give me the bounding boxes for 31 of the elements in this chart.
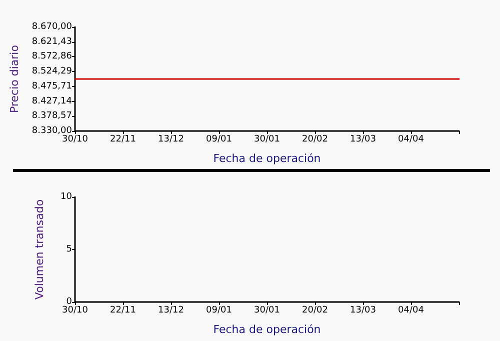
x-tick-label: 13/12 <box>158 306 184 316</box>
x-tick-label: 13/12 <box>158 134 184 144</box>
x-tick-label: 09/01 <box>206 306 232 316</box>
y-tick-label: 8.330,00 <box>32 126 72 136</box>
x-tick-label: 20/02 <box>302 134 328 144</box>
x-axis-title: Fecha de operación <box>213 152 321 165</box>
x-tick-label: 04/04 <box>398 306 424 316</box>
x-tick-label: 30/10 <box>62 306 88 316</box>
x-tick-label: 09/01 <box>206 134 232 144</box>
x-tick-label: 20/02 <box>302 306 328 316</box>
y-tick-label: 8.427,14 <box>32 96 72 106</box>
x-axis-title: Fecha de operación <box>213 323 321 336</box>
y-tick-label: 5 <box>66 244 72 254</box>
y-tick-label: 8.378,57 <box>32 111 72 122</box>
x-tick-label: 30/01 <box>254 134 280 144</box>
x-tick-label: 22/11 <box>110 134 136 144</box>
y-tick-label: 0 <box>66 297 72 307</box>
x-tick-label: 30/01 <box>254 306 280 316</box>
x-tick-label: 30/10 <box>62 134 88 144</box>
y-tick-label: 10 <box>60 192 72 202</box>
x-tick-label: 22/11 <box>110 306 136 316</box>
y-tick-label: 8.475,71 <box>32 81 72 92</box>
x-tick-label: 04/04 <box>398 134 424 144</box>
y-tick-label: 8.572,86 <box>32 52 72 62</box>
y-tick-label: 8.621,43 <box>32 36 72 47</box>
y-axis-title: Volumen transado <box>33 199 46 300</box>
x-tick-label: 13/03 <box>350 306 376 316</box>
x-tick-label: 13/03 <box>350 134 376 144</box>
y-tick-label: 8.670,00 <box>32 22 72 32</box>
y-tick-label: 8.524,29 <box>32 66 72 77</box>
y-axis-title: Precio diario <box>8 44 21 113</box>
